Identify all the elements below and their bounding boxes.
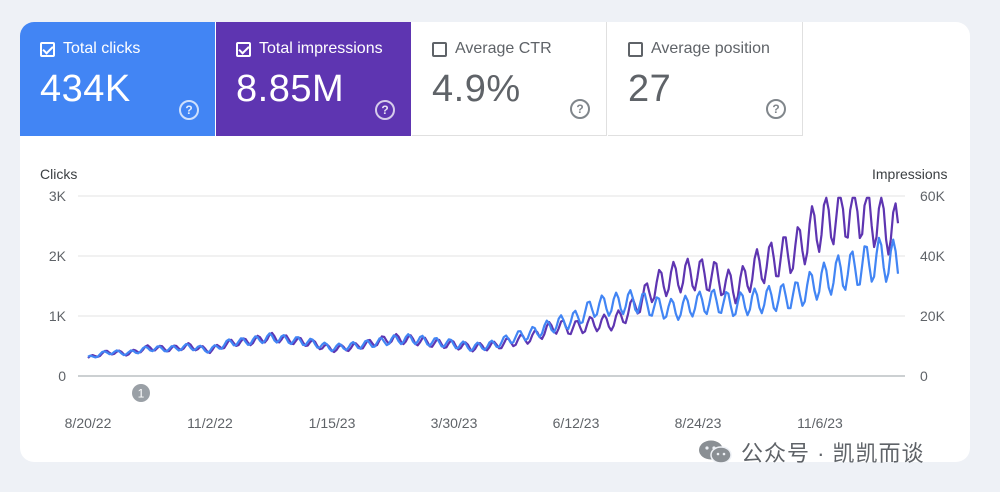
checkbox-unchecked-icon[interactable]: [628, 41, 643, 57]
series-line-impressions: [87, 196, 900, 359]
left-tick-label: 3K: [49, 188, 67, 204]
watermark: 公众号 · 凯凯而谈: [697, 436, 925, 468]
checkbox-unchecked-icon[interactable]: [432, 41, 447, 57]
x-tick-label: 11/2/22: [187, 415, 233, 431]
metric-label: Average CTR: [455, 40, 552, 57]
x-tick-label: 3/30/23: [431, 415, 478, 431]
x-tick-label: 8/24/23: [675, 415, 722, 431]
left-tick-label: 0: [58, 368, 66, 384]
annotation-label: 1: [138, 387, 145, 401]
help-icon[interactable]: ?: [766, 99, 786, 119]
x-tick-label: 8/20/22: [65, 415, 112, 431]
metric-label: Total impressions: [259, 40, 383, 57]
series-line-clicks: [87, 236, 900, 359]
checkbox-checked-icon[interactable]: [236, 41, 251, 57]
right-tick-label: 60K: [920, 188, 946, 204]
metric-value: 27: [628, 68, 672, 110]
metric-label: Total clicks: [63, 40, 141, 57]
metric-value: 434K: [40, 68, 131, 110]
wechat-icon: [699, 440, 732, 464]
right-axis-title: Impressions: [872, 166, 948, 182]
metric-average-position[interactable]: Average position 27 ?: [608, 22, 803, 136]
help-icon[interactable]: ?: [570, 99, 590, 119]
metric-total-impressions[interactable]: Total impressions 8.85M ?: [216, 22, 411, 136]
left-tick-label: 2K: [49, 248, 67, 264]
x-tick-label: 6/12/23: [553, 415, 600, 431]
help-icon[interactable]: ?: [179, 100, 199, 120]
x-tick-label: 1/15/23: [309, 415, 356, 431]
left-tick-label: 1K: [49, 308, 67, 324]
annotation-marker: [132, 384, 150, 402]
metric-value: 8.85M: [236, 68, 345, 110]
right-tick-label: 40K: [920, 248, 946, 264]
performance-chart: 3K 2K 1K 0 60K 40K 20K 0 8/20/22 11/2/22 1/15/23…: [49, 188, 946, 431]
metric-value: 4.9%: [432, 68, 521, 110]
left-axis-title: Clicks: [40, 166, 78, 182]
right-tick-label: 20K: [920, 308, 946, 324]
metric-total-clicks[interactable]: Total clicks 434K ?: [20, 22, 215, 136]
checkbox-checked-icon[interactable]: [40, 41, 55, 57]
x-tick-label: 11/6/23: [797, 415, 843, 431]
watermark-text: 公众号 · 凯凯而谈: [741, 441, 925, 466]
metric-average-ctr[interactable]: Average CTR 4.9% ?: [412, 22, 607, 136]
help-icon[interactable]: ?: [375, 100, 395, 120]
metric-label: Average position: [651, 40, 770, 57]
performance-card: Total clicks 434K ? Total impressions 8.…: [20, 22, 970, 462]
right-tick-label: 0: [920, 368, 928, 384]
